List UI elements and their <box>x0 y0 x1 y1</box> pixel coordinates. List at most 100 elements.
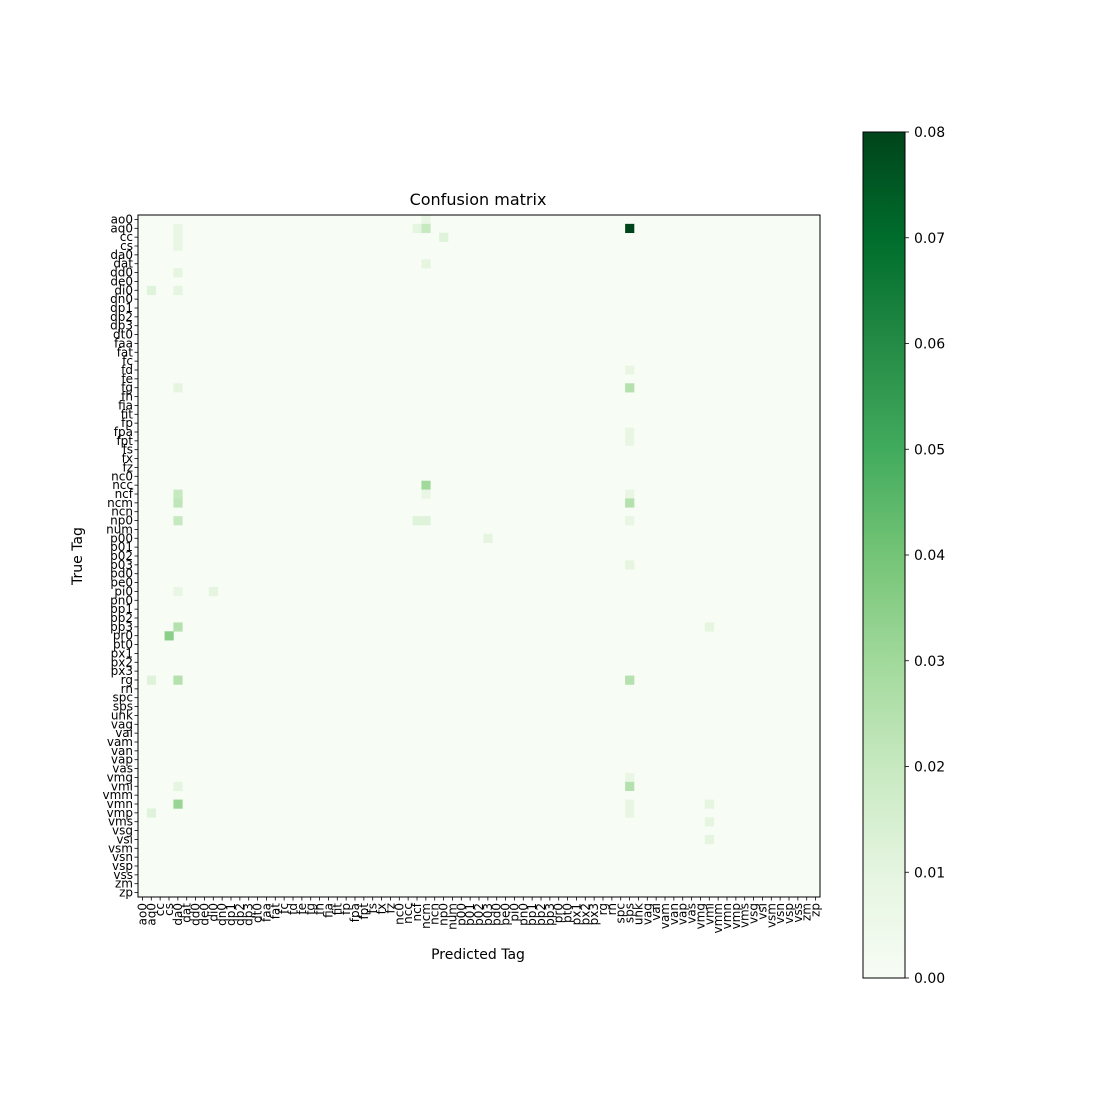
x-tick-label: p03 <box>481 903 495 926</box>
x-tick-label: pn0 <box>516 903 530 926</box>
x-tick-label: vms <box>738 903 752 928</box>
y-tick-label: fpt <box>116 434 133 448</box>
x-tick-label: vsm <box>764 903 778 928</box>
y-tick-label: pt0 <box>113 638 133 652</box>
y-tick-label: cc <box>120 230 133 244</box>
x-tick-label: faa <box>259 903 273 922</box>
x-tick-label: fp <box>339 903 353 915</box>
matrix-cell-ncm-da0 <box>173 498 183 508</box>
matrix-cell-aq0-ncm <box>421 223 431 234</box>
y-tick-label: dt0 <box>113 328 133 342</box>
x-tick-label: dp1 <box>224 903 238 926</box>
matrix-cell-ncf-da0 <box>173 489 183 499</box>
y-tick-label: faa <box>114 336 133 350</box>
y-axis-label: True Tag <box>70 527 86 586</box>
matrix-cell-di0-aq0 <box>146 285 157 296</box>
x-tick-label: spc <box>614 903 628 923</box>
y-tick-label: num <box>106 522 133 536</box>
y-tick-label: fit <box>121 407 134 421</box>
x-tick-label: vai <box>649 903 663 921</box>
matrix-cell-fd-sps <box>625 365 635 375</box>
y-tick-label: pr0 <box>113 629 133 643</box>
y-tick-label: vms <box>108 815 133 829</box>
colorbar-ticks: 0.00 0.01 0.02 0.03 0.04 0.05 0.06 0.07 0.08 <box>905 125 945 987</box>
y-tick-label: di0 <box>114 283 133 297</box>
x-tick-label: pd0 <box>490 903 504 926</box>
y-tick-label: vmi <box>111 779 133 793</box>
x-tick-label: np0 <box>437 903 451 926</box>
matrix-cell-pi0-di0 <box>208 587 219 597</box>
x-tick-label: de0 <box>197 903 211 926</box>
y-tick-label: pe0 <box>110 576 133 590</box>
x-tick-label: p01 <box>463 903 477 926</box>
matrix-cell-cc-da0 <box>173 232 183 242</box>
y-tick-label: ao0 <box>111 212 133 226</box>
x-tick-label: p02 <box>472 903 486 926</box>
matrix-cell-dat-ncm <box>421 259 431 269</box>
y-tick-label: px2 <box>111 655 133 669</box>
x-tick-label: sps <box>623 903 637 923</box>
matrix-cell-rg-da0 <box>173 675 183 685</box>
y-tick-label: fia <box>118 398 133 412</box>
y-tick-label: unk <box>111 708 133 722</box>
y-tick-label: pd0 <box>110 567 133 581</box>
y-tick-label: dat <box>113 257 133 271</box>
x-tick-label: fz <box>383 903 397 914</box>
colorbar <box>862 131 906 979</box>
x-tick-label: fx <box>375 903 389 914</box>
x-tick-label: cs <box>162 903 176 916</box>
x-tick-label: fia <box>321 903 335 918</box>
x-tick-label: di0 <box>206 903 220 922</box>
x-tick-label: vag <box>640 903 654 925</box>
y-tick-label: zp <box>119 886 133 900</box>
x-tick-label: fit <box>330 903 344 916</box>
matrix-cell-ncf-ncm <box>421 489 431 499</box>
y-tick-label: vag <box>111 717 133 731</box>
x-axis-label: Predicted Tag <box>431 947 525 963</box>
y-tick-label: vam <box>107 735 133 749</box>
y-tick-label: vsm <box>108 841 133 855</box>
x-tick-label: vsi <box>755 903 769 920</box>
x-tick-label: pr0 <box>552 903 566 923</box>
x-tick-label: px2 <box>578 903 592 925</box>
matrix-cell-di0-da0 <box>173 285 183 296</box>
x-tick-label: rn <box>605 903 619 915</box>
y-tick-label: zm <box>115 877 133 891</box>
x-tick-label: vsn <box>773 903 787 924</box>
y-tick-label: ncm <box>107 496 133 510</box>
y-tick-label: fc <box>122 354 133 368</box>
matrix-cell-vsi-vmi <box>704 835 715 845</box>
y-tick-label: vsi <box>116 832 133 846</box>
x-tick-label: fh <box>313 903 327 915</box>
matrix-cell-vmi-da0 <box>173 781 183 792</box>
x-tick-label: fat <box>268 903 282 920</box>
x-tick-label: p00 <box>454 903 468 926</box>
x-tick-label: pp3 <box>543 903 557 926</box>
matrix-cell-vmn-vmi <box>704 799 715 809</box>
x-tick-label: vmg <box>693 903 707 929</box>
y-tick-label: dd0 <box>110 266 133 280</box>
y-tick-label: rg <box>121 673 133 687</box>
y-tick-label: vas <box>112 762 133 776</box>
x-tick-label: cc <box>153 903 167 916</box>
y-tick-label: dp1 <box>110 301 133 315</box>
x-tick-label: dp2 <box>233 903 247 926</box>
y-tick-label: vsn <box>112 850 133 864</box>
x-tick-label: num <box>445 903 459 930</box>
colorbar-tick-label: 0.06 <box>914 337 945 353</box>
x-tick-label: vmm <box>711 903 725 933</box>
x-tick-label: px1 <box>569 903 583 925</box>
matrix-cell-fpa-sps <box>625 427 635 437</box>
matrix-cell-p03-sps <box>625 560 635 570</box>
y-tick-label: fz <box>122 460 133 474</box>
colorbar-tick-label: 0.07 <box>914 231 945 247</box>
x-tick-label: rg <box>596 903 610 915</box>
y-tick-label: ncf <box>115 487 134 501</box>
y-tick-label: pi0 <box>114 584 133 598</box>
y-tick-label: vmg <box>107 770 133 784</box>
y-tick-label: pp2 <box>110 611 133 625</box>
y-tick-label: cs <box>120 239 133 253</box>
colorbar-tick-label: 0.04 <box>914 548 945 564</box>
x-tick-label: fc <box>277 903 291 914</box>
x-tick-label: ncn <box>428 903 442 925</box>
